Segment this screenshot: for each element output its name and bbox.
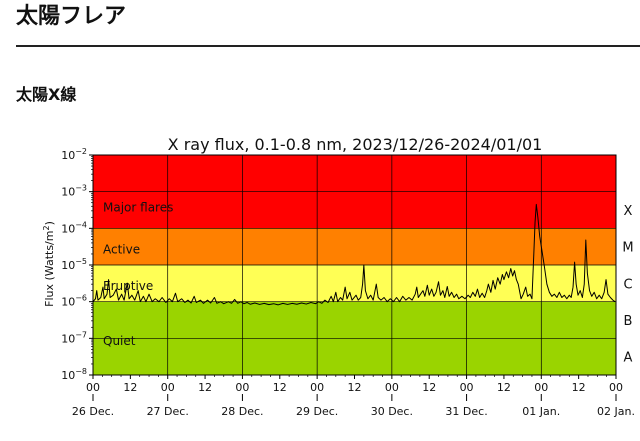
y-tick-label: 10−3	[61, 184, 87, 199]
band-eruptive	[93, 265, 616, 302]
x-hour-label: 00	[310, 381, 324, 394]
x-hour-label: 12	[123, 381, 137, 394]
y-axis-ticks: 10−810−710−610−510−410−310−2	[61, 147, 93, 382]
y-tick-label: 10−7	[61, 330, 87, 345]
x-hour-label: 12	[348, 381, 362, 394]
y-tick-exponent: −2	[75, 147, 87, 156]
y-tick-base: 10	[61, 369, 75, 382]
y-tick-exponent: −5	[75, 257, 87, 266]
y-tick-exponent: −4	[75, 220, 87, 229]
band-label-quiet: Quiet	[103, 334, 136, 348]
band-label-active: Active	[103, 243, 140, 257]
y-tick-base: 10	[61, 332, 75, 345]
x-hour-label: 00	[460, 381, 474, 394]
chart-grid	[93, 155, 616, 375]
y-tick-label: 10−8	[61, 367, 87, 382]
class-label-a: A	[624, 351, 633, 366]
class-label-x: X	[624, 204, 633, 219]
y-tick-exponent: −3	[75, 184, 87, 193]
class-label-c: C	[623, 277, 632, 292]
x-date-label: 30 Dec.	[371, 405, 413, 418]
x-axis-ticks: 00 12 00 12 00 12 00 12 00 12 00 12 00 12 00 26 Dec. 27 …	[72, 375, 635, 418]
y-axis-label-base: Flux (Watts/m	[43, 231, 56, 307]
y-tick-label: 10−6	[61, 294, 87, 309]
x-date-label: 27 Dec.	[147, 405, 189, 418]
chart-title: X ray flux, 0.1-0.8 nm, 2023/12/26-2024/…	[168, 135, 543, 154]
y-axis-label-sup: 2	[42, 225, 51, 230]
x-date-label: 31 Dec.	[445, 405, 487, 418]
class-label-m: M	[622, 241, 633, 256]
x-hour-label: 12	[422, 381, 436, 394]
x-hour-label: 12	[572, 381, 586, 394]
x-hour-label: 00	[534, 381, 548, 394]
y-tick-label: 10−4	[61, 220, 87, 235]
x-hour-label: 12	[273, 381, 287, 394]
y-axis-label-end: )	[43, 221, 56, 225]
y-tick-label: 10−5	[61, 257, 87, 272]
section-title: 太陽X線	[16, 85, 77, 104]
y-axis-label: Flux (Watts/m2)	[42, 221, 56, 307]
y-tick-exponent: −6	[75, 294, 87, 303]
x-hour-label: 12	[198, 381, 212, 394]
x-date-label: 29 Dec.	[296, 405, 338, 418]
x-hour-label: 12	[497, 381, 511, 394]
flux-line	[92, 203, 616, 306]
x-date-label: 26 Dec.	[72, 405, 114, 418]
y-tick-base: 10	[61, 222, 75, 235]
x-date-label: 28 Dec.	[221, 405, 263, 418]
y-tick-exponent: −7	[75, 330, 87, 339]
x-hour-label: 00	[385, 381, 399, 394]
title-divider	[16, 45, 640, 47]
class-label-b: B	[624, 314, 633, 329]
y-tick-base: 10	[61, 296, 75, 309]
page-title: 太陽フレア	[16, 4, 127, 29]
band-label-major-flares: Major flares	[103, 200, 173, 214]
flux-series	[92, 203, 616, 306]
y-tick-base: 10	[61, 186, 75, 199]
x-hour-label: 00	[235, 381, 249, 394]
x-hour-label: 00	[86, 381, 100, 394]
y-tick-base: 10	[61, 149, 75, 162]
flare-class-labels: A B C M X	[622, 204, 633, 366]
x-date-label: 02 Jan.	[597, 405, 635, 418]
y-tick-label: 10−2	[61, 147, 87, 162]
x-hour-label: 00	[609, 381, 623, 394]
x-hour-label: 00	[161, 381, 175, 394]
y-tick-exponent: −8	[75, 367, 87, 376]
x-date-label: 01 Jan.	[522, 405, 560, 418]
band-active	[93, 228, 616, 265]
y-tick-base: 10	[61, 259, 75, 272]
